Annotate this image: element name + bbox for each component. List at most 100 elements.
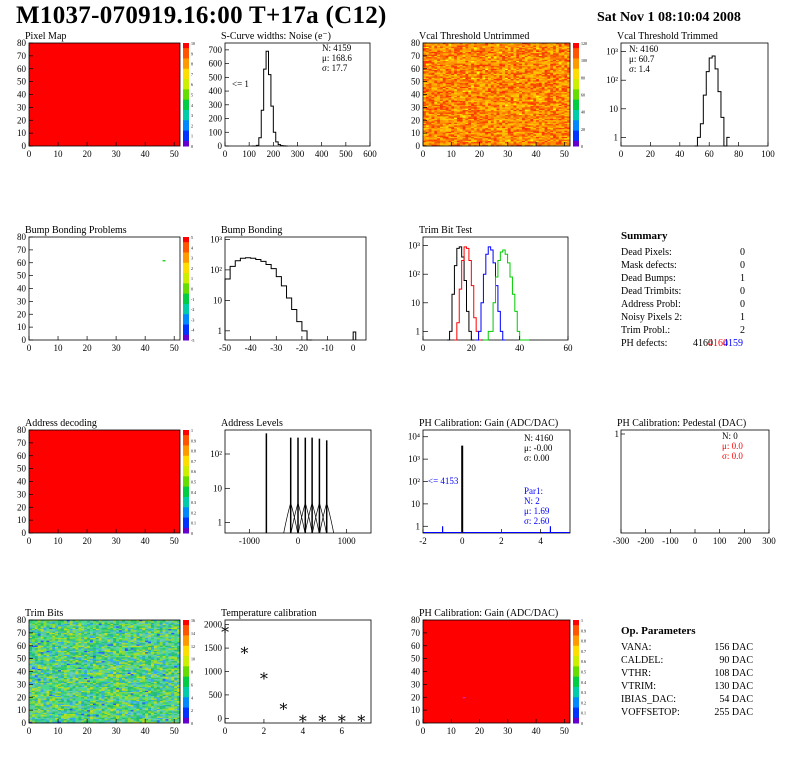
heatmap-cell xyxy=(465,62,469,64)
heatmap-cell xyxy=(561,59,565,62)
heatmap-cell xyxy=(465,45,469,48)
heatmap-cell xyxy=(476,113,480,116)
heatmap-cell xyxy=(451,53,455,55)
heatmap-cell xyxy=(493,118,497,121)
heatmap-cell xyxy=(564,115,568,117)
heatmap-cell xyxy=(462,75,466,77)
heatmap-cell xyxy=(530,118,534,121)
y-tick-label: 10 xyxy=(411,499,421,509)
heatmap-cell xyxy=(471,134,475,136)
palette-label: 3 xyxy=(191,113,193,118)
heatmap-cell xyxy=(31,626,36,629)
heatmap-cell xyxy=(423,84,427,86)
heatmap-cell xyxy=(530,129,534,131)
x-tick-label: 0 xyxy=(421,149,426,159)
heatmap-cell xyxy=(476,102,480,104)
heatmap-cell xyxy=(434,111,438,113)
heatmap-cell xyxy=(55,626,59,629)
heatmap-cell xyxy=(510,81,514,84)
heatmap-cell xyxy=(493,55,497,58)
heatmap-cell xyxy=(465,48,469,50)
heatmap-cell xyxy=(527,131,531,134)
heatmap-cell xyxy=(425,116,429,118)
heatmap-cell xyxy=(437,108,441,111)
heatmap-cell xyxy=(439,73,444,76)
heatmap-cell xyxy=(530,131,534,134)
heatmap-cell xyxy=(456,81,461,84)
heatmap-cell xyxy=(89,622,94,625)
heatmap-cell xyxy=(541,135,545,138)
heatmap-cell xyxy=(482,90,486,93)
heatmap-cell xyxy=(521,44,526,46)
heatmap-cell xyxy=(473,130,478,133)
heatmap-cell xyxy=(504,76,509,79)
heatmap-cell xyxy=(553,103,557,106)
heatmap-cell xyxy=(507,63,511,66)
heatmap-cell xyxy=(507,93,511,95)
heatmap-cell xyxy=(502,107,506,109)
heatmap-cell xyxy=(502,122,506,125)
heatmap-cell xyxy=(451,71,455,73)
heatmap-cell xyxy=(459,80,463,82)
heatmap-cell xyxy=(434,62,438,64)
heatmap-cell xyxy=(541,72,545,75)
heatmap-cell xyxy=(468,58,472,61)
heatmap-cell xyxy=(488,107,492,109)
heatmap-cell xyxy=(437,144,441,147)
heatmap-cell xyxy=(504,142,509,144)
heatmap-cell xyxy=(431,107,435,109)
heatmap-cell xyxy=(544,88,548,90)
heatmap-cell xyxy=(504,103,509,106)
heatmap-cell xyxy=(499,76,503,79)
heatmap-cell xyxy=(473,108,478,111)
heatmap-cell xyxy=(454,95,458,98)
heatmap-cell xyxy=(564,54,568,57)
heatmap-cell xyxy=(439,94,444,97)
heatmap-cell xyxy=(544,127,548,130)
heatmap-cell xyxy=(553,138,557,140)
heatmap-cell xyxy=(530,140,534,143)
heatmap-cell xyxy=(425,129,429,131)
heatmap-cell xyxy=(456,48,461,50)
heatmap-cell xyxy=(425,124,429,126)
heatmap-cell xyxy=(459,85,463,88)
heatmap-cell xyxy=(439,49,444,52)
heatmap-cell xyxy=(524,70,528,72)
heatmap-cell xyxy=(502,134,506,136)
palette-cell xyxy=(183,58,189,65)
palette-label: 0 xyxy=(191,144,193,149)
heatmap-cell xyxy=(445,58,449,61)
heatmap-cell xyxy=(46,626,50,629)
heatmap-cell xyxy=(555,127,559,130)
heatmap-cell xyxy=(533,45,537,48)
x-tick-label: 4 xyxy=(538,536,543,546)
heatmap-cell xyxy=(490,66,494,68)
heatmap-cell xyxy=(567,84,571,86)
heatmap-cell xyxy=(423,53,427,55)
heatmap-cell xyxy=(555,44,559,46)
heatmap-cell xyxy=(499,99,503,102)
heatmap-cell xyxy=(482,55,486,58)
heatmap-cell xyxy=(513,54,517,57)
heatmap-cell xyxy=(524,125,528,127)
heatmap-cell xyxy=(538,93,543,95)
heatmap-cell xyxy=(439,143,444,146)
heatmap-cell xyxy=(431,48,435,50)
heatmap-cell xyxy=(431,68,435,71)
heatmap-cell xyxy=(513,121,517,124)
heatmap-cell xyxy=(555,67,559,70)
heatmap-cell xyxy=(468,85,472,88)
heatmap-cell xyxy=(468,140,472,143)
heatmap-cell xyxy=(544,66,548,68)
heatmap-cell xyxy=(476,77,480,80)
heatmap-cell xyxy=(473,111,478,113)
heatmap-cell xyxy=(555,133,559,135)
heatmap-cell xyxy=(423,118,427,121)
heatmap-cell xyxy=(541,108,545,111)
palette-cell xyxy=(573,58,579,65)
heatmap-cell xyxy=(456,88,461,90)
heatmap-cell xyxy=(119,622,123,625)
heatmap-cell xyxy=(482,100,486,103)
heatmap-cell xyxy=(113,623,117,626)
heatmap-cell xyxy=(454,70,458,72)
